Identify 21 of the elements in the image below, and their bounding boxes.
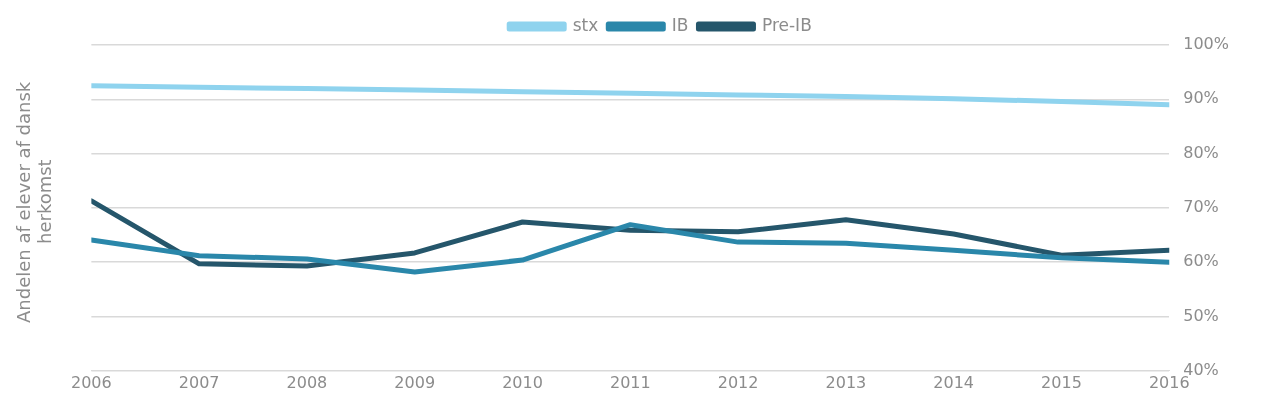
legend-label: IB [671, 14, 689, 35]
x-tick-label: 2013 [825, 372, 867, 392]
y-tick-label: 90% [1183, 88, 1219, 108]
x-tick-label: 2010 [502, 372, 543, 392]
x-tick-label: 2014 [933, 372, 975, 392]
y-tick-label: 100% [1183, 34, 1230, 54]
x-tick-label: 2009 [394, 372, 436, 392]
x-tick-label: 2008 [286, 372, 328, 392]
legend-label: Pre-IB [761, 14, 812, 35]
legend-label: stx [572, 14, 599, 35]
y-tick-label: 60% [1183, 251, 1219, 271]
x-tick-label: 2015 [1041, 372, 1082, 392]
y-tick-label: 80% [1183, 142, 1219, 162]
y-tick-label: 70% [1183, 197, 1219, 217]
x-tick-label: 2016 [1148, 372, 1190, 392]
x-tick-label: 2011 [609, 372, 651, 392]
x-tick-label: 2006 [71, 372, 112, 392]
x-tick-label: 2012 [717, 372, 759, 392]
y-axis-title: Andelen af elever af dansk herkomst [13, 80, 56, 325]
x-tick-label: 2007 [178, 372, 220, 392]
y-tick-label: 50% [1183, 305, 1219, 325]
